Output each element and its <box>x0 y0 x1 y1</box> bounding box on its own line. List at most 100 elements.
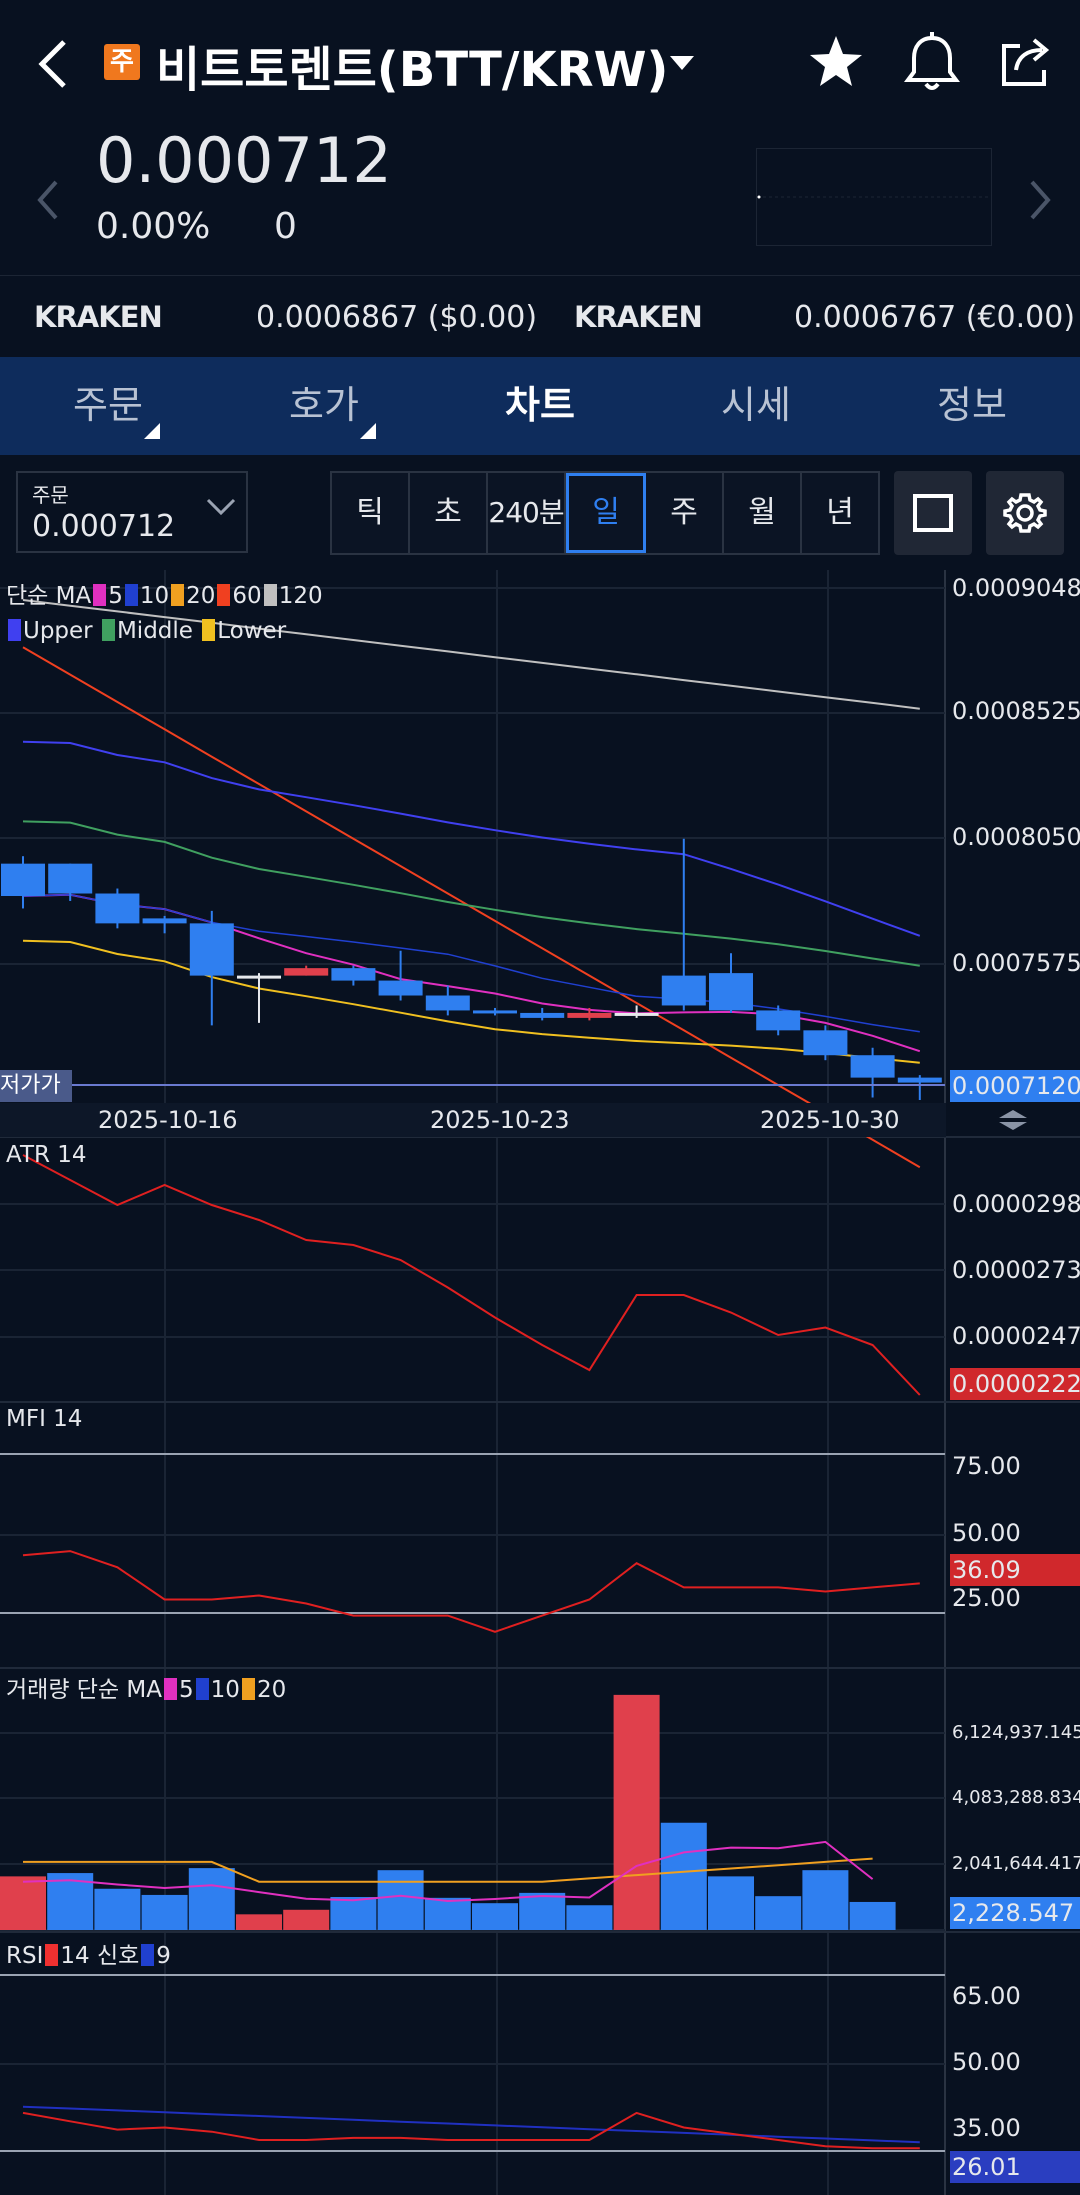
chart-area[interactable] <box>0 570 1080 2195</box>
candle-body <box>709 973 753 1011</box>
candle-body <box>425 995 470 1011</box>
order-select-value: 0.000712 <box>32 509 176 544</box>
ma60-swatch <box>217 584 231 606</box>
vol-ma10-swatch <box>195 1678 209 1700</box>
timeframe-second[interactable]: 초 <box>410 473 488 553</box>
star-icon[interactable] <box>806 32 866 92</box>
ma60-label: 60 <box>232 583 262 609</box>
candle-body <box>520 1012 565 1018</box>
rsi-legend: RSI 14 신호 9 <box>6 1936 171 1970</box>
timeframe-group: 틱 초 240분 일 주 월 년 <box>330 471 880 555</box>
bell-icon[interactable] <box>902 30 962 94</box>
atr-tick: 0.0000247 <box>952 1322 1080 1350</box>
ma60-line <box>22 646 921 1169</box>
rsi-swatch <box>45 1944 59 1966</box>
candle-body <box>331 968 376 981</box>
tab-orderbook-corner-icon <box>360 423 376 439</box>
vol-ma10-label: 10 <box>210 1677 240 1703</box>
volume-bar <box>377 1870 424 1930</box>
volume-legend: 거래량 단순 MA 5 10 20 <box>6 1670 286 1704</box>
tab-chart[interactable]: 차트 <box>505 383 575 427</box>
share-icon[interactable] <box>996 32 1056 92</box>
timeframe-day[interactable]: 일 <box>566 473 646 553</box>
volume-bar <box>613 1694 660 1930</box>
square-icon <box>913 494 953 532</box>
rsi-signal-period: 9 <box>156 1943 171 1969</box>
timeframe-240min[interactable]: 240분 <box>488 473 566 553</box>
vol-ma20-swatch <box>241 1678 255 1700</box>
y-tick: 0.0008050 <box>952 823 1080 851</box>
candle-body <box>661 975 706 1006</box>
change-amount: 0 <box>274 206 297 247</box>
timeframe-month[interactable]: 월 <box>724 473 802 553</box>
candle-body <box>142 918 187 924</box>
volume-tick: 2,041,644.417 <box>952 1853 1080 1874</box>
tab-order[interactable]: 주문 <box>73 383 143 427</box>
mfi-tick: 50.00 <box>952 1519 1021 1547</box>
volume-panel <box>0 1694 896 1930</box>
vol-ma20-label: 20 <box>256 1677 287 1703</box>
back-icon[interactable] <box>34 36 74 92</box>
chevron-down-icon[interactable] <box>668 54 696 72</box>
order-select[interactable]: 주문 0.000712 <box>16 471 248 553</box>
bb-upper-line <box>22 740 921 937</box>
exchange-value-1: 0.0006867 ($0.00) <box>256 300 538 335</box>
y-tick: 0.0008525 <box>952 697 1080 725</box>
volume-bar <box>566 1905 613 1930</box>
ma10-label: 10 <box>139 583 170 609</box>
x-tick: 2025-10-16 <box>98 1106 238 1134</box>
candle-body <box>189 923 234 976</box>
header: 주 비트토렌트(BTT/KRW) 0.000712 0.00% 0 <box>0 0 1080 275</box>
exchange-name-1: KRAKEN <box>34 300 163 334</box>
rsi-tick: 35.00 <box>952 2114 1021 2142</box>
settings-button[interactable] <box>986 471 1064 555</box>
chart-toolbar: 주문 0.000712 틱 초 240분 일 주 월 년 <box>0 455 1080 570</box>
mfi-current-label: 36.09 <box>950 1554 1080 1586</box>
volume-bar <box>188 1868 235 1930</box>
volume-bar <box>283 1909 330 1930</box>
ma120-swatch <box>263 584 277 606</box>
timeframe-week[interactable]: 주 <box>646 473 724 553</box>
tab-orderbook[interactable]: 호가 <box>289 383 359 427</box>
bb-lower-swatch <box>202 619 216 641</box>
volume-bar <box>424 1897 471 1930</box>
timeframe-tick[interactable]: 틱 <box>332 473 410 553</box>
atr-tick: 0.0000273 <box>952 1256 1080 1284</box>
rsi-tick: 50.00 <box>952 2048 1021 2076</box>
timeframe-year[interactable]: 년 <box>826 495 854 530</box>
candle-body <box>473 1010 517 1014</box>
ma120-line <box>22 599 920 710</box>
main-chart[interactable] <box>0 599 945 1169</box>
ma-legend: 단순 MA 5 10 20 60 120 <box>6 576 323 610</box>
ma10-line <box>22 894 920 1033</box>
volume-tick: 6,124,937.145 <box>952 1722 1080 1743</box>
tab-quotes[interactable]: 시세 <box>721 383 791 427</box>
volume-legend-label: 거래량 단순 MA <box>6 1677 163 1703</box>
volume-bar <box>849 1901 896 1930</box>
prev-arrow-icon[interactable] <box>34 178 64 222</box>
candle-body <box>897 1077 942 1083</box>
bb-middle-swatch <box>101 619 115 641</box>
volume-bar <box>330 1897 377 1930</box>
order-select-label: 주문 <box>32 483 69 507</box>
next-arrow-icon[interactable] <box>1024 178 1054 222</box>
volume-tick: 4,083,288.834 <box>952 1787 1080 1808</box>
page-title[interactable]: 비트토렌트(BTT/KRW) <box>156 42 669 98</box>
volume-bar <box>755 1896 802 1930</box>
tab-order-corner-icon <box>144 423 160 439</box>
ma5-label: 5 <box>108 583 123 609</box>
y-tick: 0.0007575 <box>952 949 1080 977</box>
volume-bar <box>519 1892 566 1930</box>
volume-bar <box>472 1903 518 1930</box>
fullscreen-button[interactable] <box>894 471 972 555</box>
resize-handle-icon[interactable] <box>996 1108 1030 1132</box>
tab-info[interactable]: 정보 <box>937 383 1007 427</box>
atr-current-label: 0.0000222 <box>950 1368 1080 1400</box>
ma10-swatch <box>124 584 138 606</box>
candle-body <box>378 980 423 996</box>
volume-ma20-line <box>23 1857 873 1883</box>
candle-body <box>1 863 45 896</box>
bb-middle-label: Middle <box>116 618 193 644</box>
rsi-signal-label: 신호 <box>96 1943 140 1969</box>
exchange-row: KRAKEN 0.0006867 ($0.00) KRAKEN 0.000676… <box>0 275 1080 357</box>
